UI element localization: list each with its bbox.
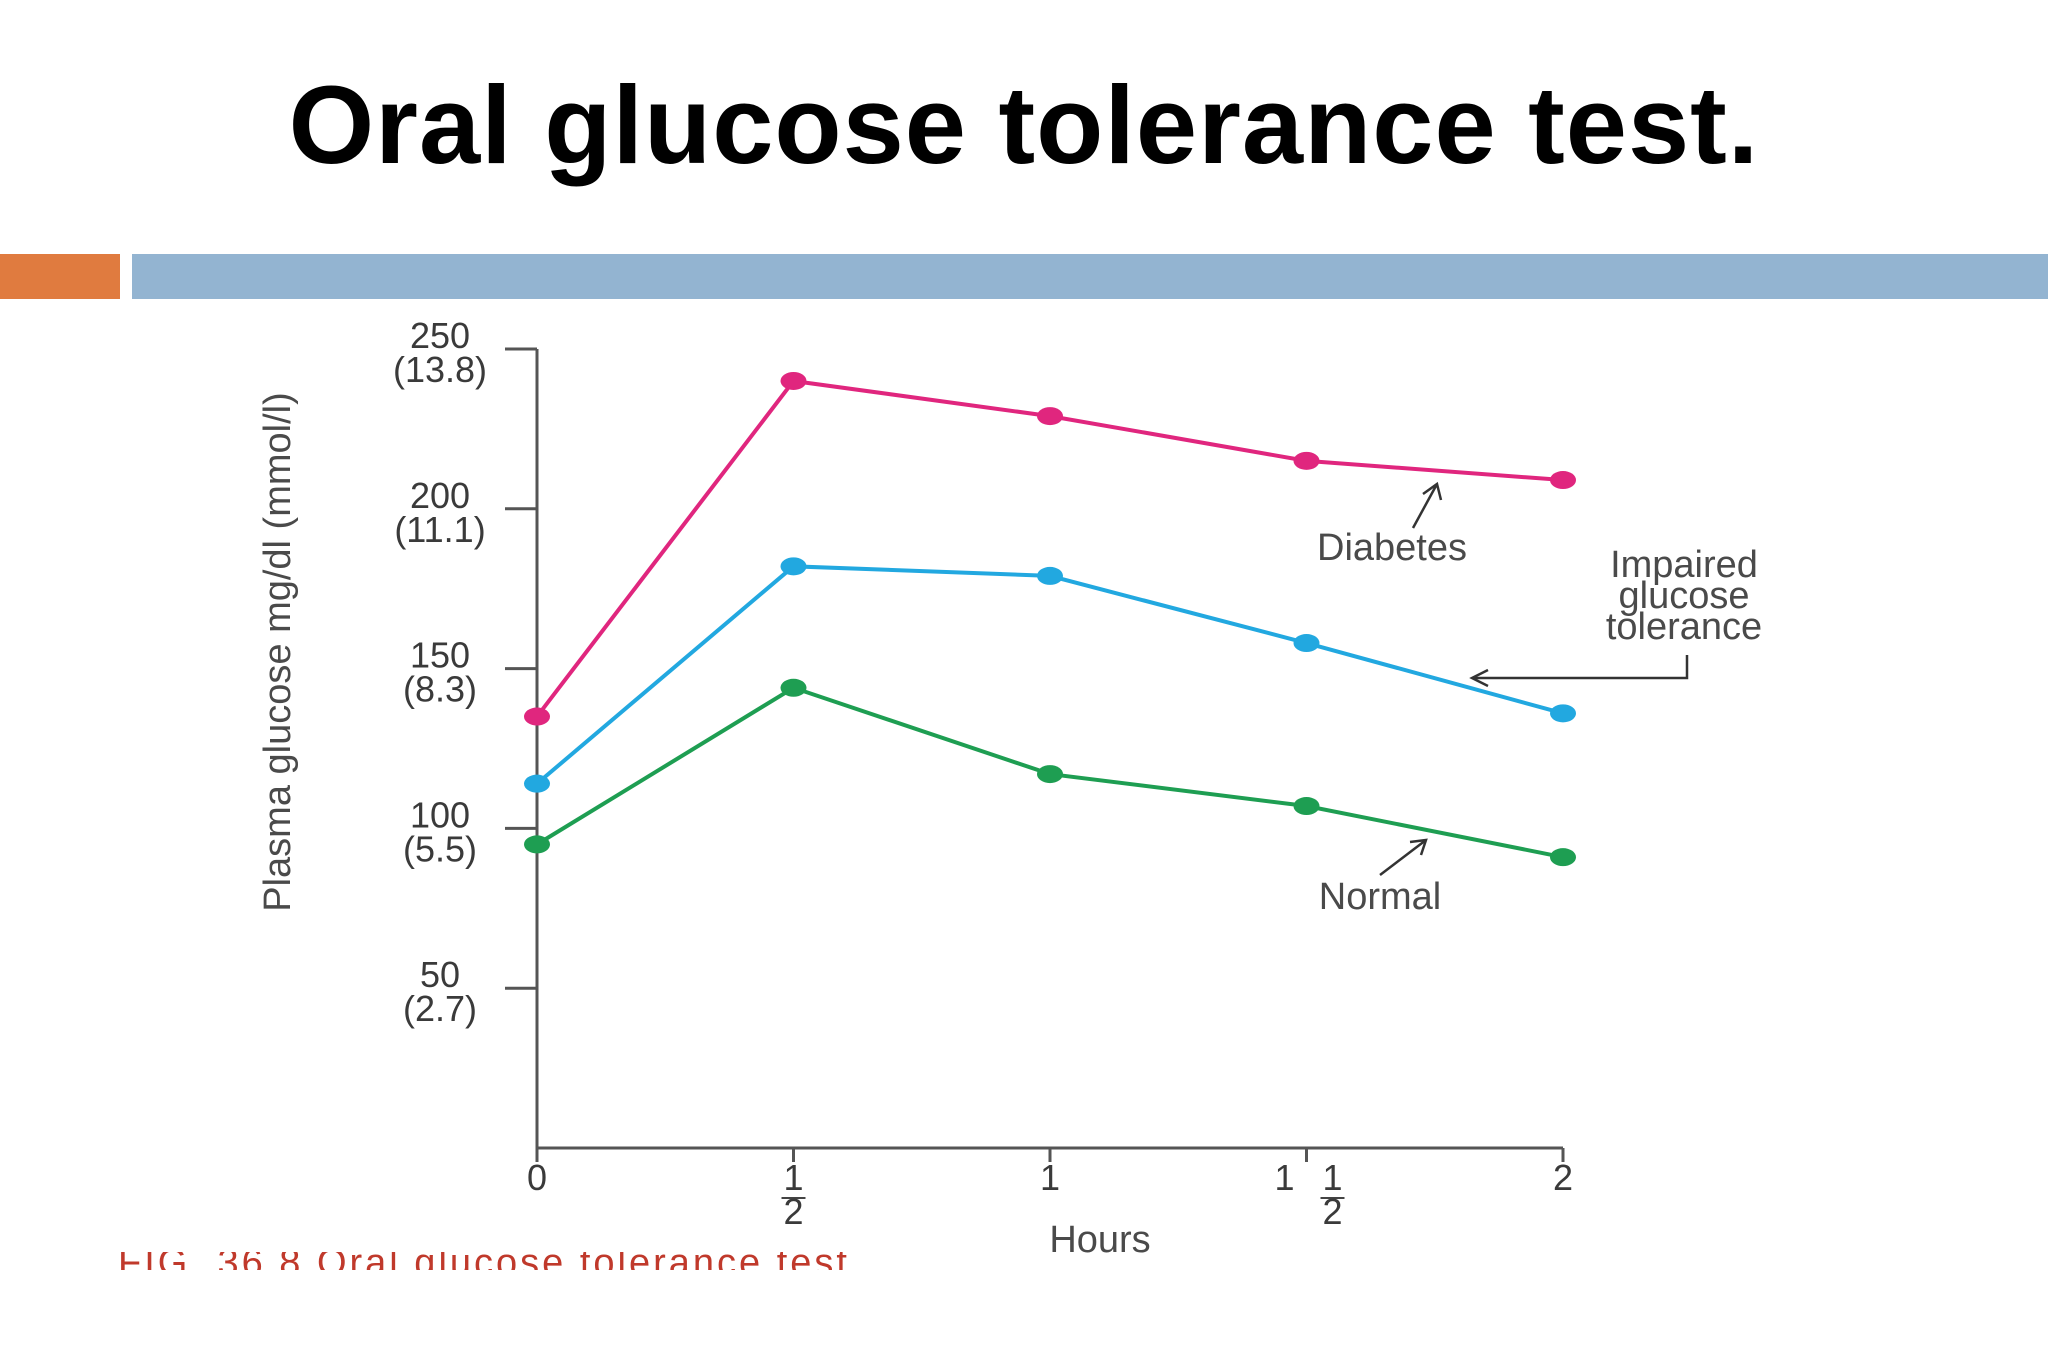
- annotation-arrow: [1411, 483, 1439, 529]
- y-tick-sublabel: (11.1): [394, 509, 485, 550]
- annotation-diabetes: Diabetes: [1317, 527, 1467, 569]
- accent-bar-orange: [0, 254, 120, 299]
- data-point: [780, 371, 807, 390]
- annotation-normal: Normal: [1319, 876, 1441, 918]
- data-point: [1550, 471, 1576, 490]
- y-tick-label: 200: [410, 475, 470, 516]
- annotation-impaired-line: glucose: [1619, 575, 1750, 617]
- x-tick-label: 1: [1040, 1157, 1060, 1198]
- y-tick-label: 100: [410, 794, 470, 835]
- x-ticks: 0 121 1 122: [527, 1148, 1573, 1232]
- x-tick-label-numerator: 1: [783, 1157, 803, 1198]
- slide-title: Oral glucose tolerance test.: [288, 64, 1760, 187]
- data-point: [1293, 797, 1320, 816]
- series-points: [524, 371, 1576, 867]
- annotation-arrow: [1472, 655, 1689, 680]
- x-tick-label-denominator: 2: [783, 1191, 803, 1232]
- data-point: [524, 835, 550, 854]
- data-point: [780, 678, 807, 697]
- x-tick-label-whole: 1: [1274, 1157, 1294, 1198]
- y-tick-sublabel: (5.5): [403, 828, 477, 869]
- x-axis-label: Hours: [1049, 1219, 1150, 1261]
- data-point: [1293, 451, 1320, 470]
- figure-caption-text: FIG. 36.8 Oral glucose tolerance test: [118, 1252, 1218, 1270]
- data-point: [1037, 566, 1063, 585]
- annotation-arrowhead: [1469, 668, 1489, 688]
- x-tick-label: 2: [1553, 1157, 1573, 1198]
- data-point: [524, 707, 550, 726]
- data-point: [524, 774, 550, 793]
- y-tick-label: 50: [420, 954, 460, 995]
- y-tick-label: 250: [410, 315, 470, 356]
- x-tick-label-numerator: 1: [1322, 1157, 1342, 1198]
- data-point: [1550, 704, 1576, 723]
- y-tick-label: 150: [410, 635, 470, 676]
- y-tick-sublabel: (8.3): [403, 669, 477, 710]
- y-tick-sublabel: (2.7): [403, 988, 477, 1029]
- y-axis-label: Plasma glucose mg/dl (mmol/l): [257, 392, 299, 911]
- annotation-arrowhead: [1422, 481, 1443, 501]
- data-point: [1550, 848, 1576, 867]
- x-tick-label: 0: [527, 1157, 547, 1198]
- data-point: [780, 557, 807, 576]
- data-point: [1293, 634, 1320, 653]
- data-point: [1037, 765, 1063, 784]
- accent-bar-blue: [132, 254, 2048, 299]
- annotation-impaired-line: Impaired: [1610, 544, 1758, 586]
- annotation-arrow: [1379, 839, 1427, 876]
- x-tick-label-denominator: 2: [1322, 1191, 1342, 1232]
- figure-caption: FIG. 36.8 Oral glucose tolerance test: [118, 1252, 1218, 1270]
- y-ticks: 250(13.8) 200(11.1) 150(8.3) 100(5.5) 50(2.7…: [393, 315, 537, 1029]
- annotation-arrowhead: [1409, 838, 1428, 856]
- annotation-impaired-line: tolerance: [1606, 606, 1762, 648]
- series-lines: [535, 378, 1564, 860]
- y-tick-sublabel: (13.8): [393, 349, 487, 390]
- data-point: [1037, 407, 1063, 426]
